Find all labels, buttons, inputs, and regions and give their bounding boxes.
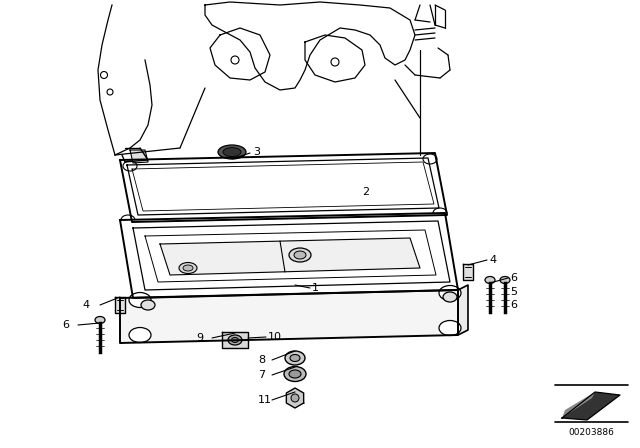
Ellipse shape xyxy=(443,292,457,302)
Ellipse shape xyxy=(183,265,193,271)
Ellipse shape xyxy=(123,161,137,171)
Text: 5: 5 xyxy=(510,287,517,297)
Ellipse shape xyxy=(294,251,306,259)
Text: 4: 4 xyxy=(489,255,496,265)
Polygon shape xyxy=(210,28,270,80)
Polygon shape xyxy=(562,392,620,420)
Text: 11: 11 xyxy=(258,395,272,405)
Ellipse shape xyxy=(290,354,300,362)
Text: 10: 10 xyxy=(268,332,282,342)
Polygon shape xyxy=(562,392,595,418)
Ellipse shape xyxy=(423,154,437,164)
Text: 6: 6 xyxy=(62,320,69,330)
Polygon shape xyxy=(458,285,468,335)
Text: 4: 4 xyxy=(82,300,89,310)
Text: 00203886: 00203886 xyxy=(568,427,614,436)
Ellipse shape xyxy=(439,285,461,301)
Text: 1: 1 xyxy=(312,283,319,293)
Ellipse shape xyxy=(218,145,246,159)
Ellipse shape xyxy=(179,263,197,273)
Text: 3: 3 xyxy=(253,147,260,157)
Ellipse shape xyxy=(95,316,105,323)
Ellipse shape xyxy=(289,248,311,262)
Ellipse shape xyxy=(228,335,242,345)
Ellipse shape xyxy=(232,337,239,343)
Ellipse shape xyxy=(284,366,306,382)
Ellipse shape xyxy=(331,58,339,66)
Ellipse shape xyxy=(231,56,239,64)
Text: 6: 6 xyxy=(510,273,517,283)
Ellipse shape xyxy=(107,89,113,95)
Polygon shape xyxy=(115,297,125,313)
Text: 2: 2 xyxy=(362,187,369,197)
Ellipse shape xyxy=(129,293,151,307)
Ellipse shape xyxy=(291,394,299,402)
Text: 6: 6 xyxy=(510,300,517,310)
Ellipse shape xyxy=(485,276,495,284)
Ellipse shape xyxy=(285,351,305,365)
Ellipse shape xyxy=(223,147,241,156)
Polygon shape xyxy=(222,332,248,348)
Polygon shape xyxy=(120,290,458,343)
Text: 8: 8 xyxy=(258,355,265,365)
Polygon shape xyxy=(120,213,458,298)
Ellipse shape xyxy=(100,72,108,78)
Text: 7: 7 xyxy=(258,370,265,380)
Ellipse shape xyxy=(141,300,155,310)
Polygon shape xyxy=(120,153,447,222)
Ellipse shape xyxy=(439,320,461,336)
Polygon shape xyxy=(130,150,148,163)
Ellipse shape xyxy=(433,208,447,218)
Ellipse shape xyxy=(129,327,151,343)
Polygon shape xyxy=(305,35,365,82)
Ellipse shape xyxy=(500,276,510,284)
Polygon shape xyxy=(205,2,415,90)
Ellipse shape xyxy=(121,215,135,225)
Text: 9: 9 xyxy=(196,333,203,343)
Polygon shape xyxy=(463,264,473,280)
Polygon shape xyxy=(160,238,420,275)
Ellipse shape xyxy=(289,370,301,378)
Polygon shape xyxy=(286,388,303,408)
